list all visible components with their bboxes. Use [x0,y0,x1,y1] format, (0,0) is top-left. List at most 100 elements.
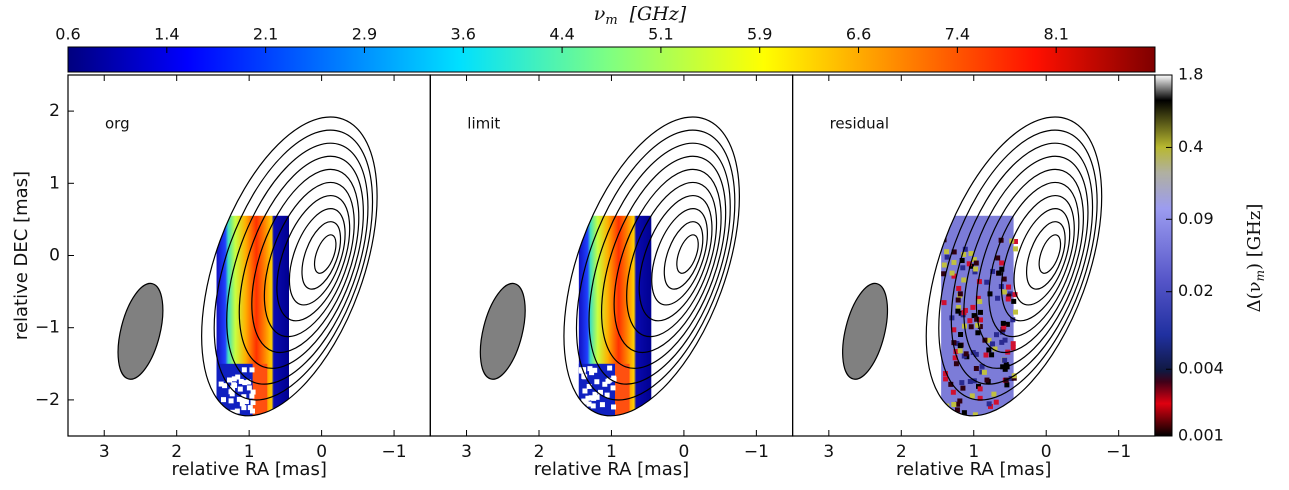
map-speck [967,378,973,384]
contour [676,234,699,274]
map-speck [589,370,595,376]
map-speck [944,254,950,260]
map-speck [955,308,961,314]
map-speck [968,251,974,257]
map-speck [592,391,598,397]
map-speck [216,423,222,429]
beam [842,282,889,380]
map-speck [960,385,966,391]
map-speck [957,348,963,354]
map-speck [954,340,960,346]
map-speck [594,394,600,400]
map-speck [602,381,608,387]
map-speck [614,419,620,425]
colorbar-tick-label: 1.8 [1178,65,1203,84]
label-part: ) [GHz] [1244,204,1265,270]
map-speck [235,374,241,380]
contour [975,168,1084,354]
map-speck [611,375,617,381]
colorbar-tick-label: 5.1 [648,25,673,44]
map-speck [597,389,603,395]
map-speck [249,422,255,428]
colorbar-tick-label: 1.4 [154,25,179,44]
map-speck [977,324,983,330]
map-speck [1006,293,1012,299]
contour [563,116,740,417]
map-speck [983,352,989,358]
map-speck [958,332,964,338]
map-speck [952,355,958,361]
map-speck [231,382,237,388]
contour [613,168,722,354]
map-speck [975,330,981,336]
map-speck [954,423,960,429]
x-tick-label: 3 [823,442,834,462]
map-speck [992,346,998,352]
map-speck [951,402,957,408]
map-speck [239,401,245,407]
map-speck [611,425,617,431]
map-speck [607,365,613,371]
map-speck [961,252,967,258]
map-speck [1010,341,1016,347]
map-speck [960,265,966,271]
x-axis-label: relative RA [mas] [171,459,326,480]
beam [479,282,526,380]
map-speck [957,291,963,297]
contour [651,208,708,306]
map-speck [1001,324,1007,330]
map-speck [990,421,996,427]
colorbar [67,46,1156,73]
x-tick-label: 0 [678,442,689,462]
map-speck [975,295,981,301]
map-speck [588,395,594,401]
map-speck [238,378,244,384]
map-speck [1011,298,1017,304]
map-speck [966,261,972,267]
colorbar-tick-label: 4.4 [549,25,574,44]
map-speck [961,410,967,416]
colorbar-title: νm [GHz] [594,3,687,28]
x-axis-label: relative RA [mas] [534,459,689,480]
map-speck [1001,276,1007,282]
map-speck [969,393,975,399]
map-speck [967,318,973,324]
panel-label: limit [467,115,500,133]
map-speck [971,313,977,319]
x-tick-label: 2 [896,442,907,462]
map-speck [1012,403,1018,409]
map-speck [951,340,957,346]
map-speck [957,343,963,349]
map-speck [979,369,985,375]
map-speck [949,315,955,321]
contour [963,155,1089,369]
map-speck [995,255,1001,261]
contour [313,234,337,274]
map-speck [1002,337,1008,343]
map-speck [246,385,252,391]
x-tick-label: 1 [606,442,617,462]
map-speck [999,339,1005,345]
map-speck [990,268,996,274]
map-speck [590,403,596,409]
map-speck [951,273,957,279]
map-speck [604,392,610,398]
y-tick-label: 2 [49,101,60,121]
map-speck [948,412,954,418]
map-speck [249,367,255,373]
map-speck [987,403,993,409]
map-speck [231,376,237,382]
map-speck [999,329,1005,335]
map-speck [239,397,245,403]
map-speck [941,271,947,277]
contour [575,129,736,401]
y-tick-label: 1 [49,173,60,193]
emission-map [578,215,652,431]
map-speck [249,408,255,414]
map-speck [234,408,240,414]
x-axis-label: relative RA [mas] [896,459,1051,480]
x-tick-label: 0 [316,442,327,462]
x-tick-label: 1 [244,442,255,462]
panel: limit 3 2 1 0 −1 relative RA [mas] [429,74,794,480]
